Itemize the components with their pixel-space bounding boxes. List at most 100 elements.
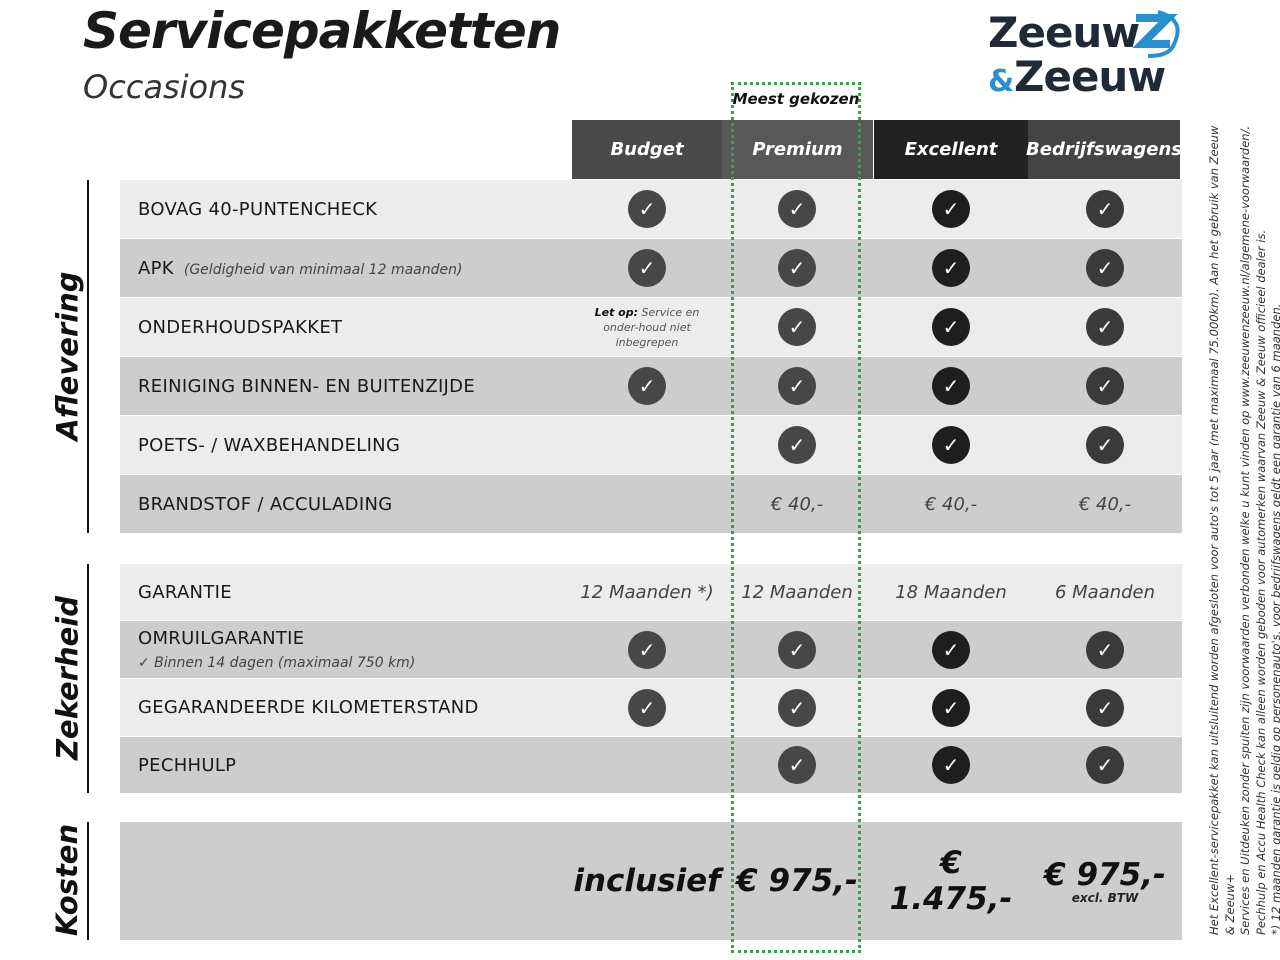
costs-row: inclusief € 975,- € 1.475,- € 975,- excl. BT… bbox=[120, 822, 1182, 940]
column-header-budget: Budget bbox=[572, 120, 722, 179]
row-label-text: BOVAG 40-PUNTENCHECK bbox=[138, 198, 378, 220]
section-divider bbox=[87, 564, 89, 793]
note-bold: Let op: bbox=[594, 305, 638, 319]
price-note: excl. BTW bbox=[1071, 891, 1139, 905]
cell-excellent: 18 Maanden bbox=[874, 564, 1028, 620]
section-divider bbox=[87, 180, 89, 533]
check-circle-icon: ✓ bbox=[932, 190, 970, 228]
table-row: REINIGING BINNEN- EN BUITENZIJDE ✓ ✓ ✓ ✓ bbox=[120, 357, 1182, 415]
cell-budget: 12 Maanden *) bbox=[572, 564, 722, 620]
check-circle-icon: ✓ bbox=[932, 630, 970, 669]
cell-budget: ✓ bbox=[572, 621, 722, 678]
logo-ampersand: & bbox=[988, 64, 1014, 99]
cell-value: € 40,- bbox=[770, 493, 824, 515]
table-row: BRANDSTOF / ACCULADING € 40,- € 40,- € 40,- bbox=[120, 475, 1182, 533]
row-label-text: ONDERHOUDSPAKKET bbox=[138, 316, 343, 338]
cell-bedrijfswagens: € 40,- bbox=[1028, 475, 1182, 533]
table-row: APK (Geldigheid van minimaal 12 maanden) ✓… bbox=[120, 239, 1182, 297]
check-circle-icon: ✓ bbox=[932, 367, 970, 405]
check-circle-icon: ✓ bbox=[628, 190, 666, 228]
price-value: € 975,- bbox=[736, 863, 858, 899]
row-label: GEGARANDEERDE KILOMETERSTAND bbox=[138, 679, 479, 736]
cell-premium: 12 Maanden bbox=[722, 564, 872, 620]
check-circle-icon: ✓ bbox=[1086, 688, 1124, 727]
row-label: PECHHULP bbox=[138, 737, 236, 793]
cell-note: Let op: Service en onder-houd niet inbeg… bbox=[582, 305, 712, 350]
cell-premium: ✓ bbox=[722, 357, 872, 415]
check-circle-icon: ✓ bbox=[1086, 249, 1124, 287]
check-circle-icon: ✓ bbox=[778, 249, 816, 287]
check-circle-icon: ✓ bbox=[932, 746, 970, 784]
price-premium: € 975,- bbox=[722, 822, 872, 940]
row-label: OMRUILGARANTIE ✓ Binnen 14 dagen (maximaa… bbox=[138, 621, 415, 678]
column-header-excellent: Excellent bbox=[874, 120, 1028, 179]
note-text: Service en onder-houd niet inbegrepen bbox=[603, 305, 700, 349]
logo-line1: Zeeuw bbox=[988, 8, 1140, 57]
table-row: BOVAG 40-PUNTENCHECK ✓ ✓ ✓ ✓ bbox=[120, 180, 1182, 238]
cell-excellent: ✓ bbox=[874, 180, 1028, 238]
check-circle-icon: ✓ bbox=[628, 688, 666, 727]
row-label: BRANDSTOF / ACCULADING bbox=[138, 475, 392, 533]
check-circle-icon: ✓ bbox=[1086, 190, 1124, 228]
cell-premium: ✓ bbox=[722, 239, 872, 297]
row-label-text: POETS- / WAXBEHANDELING bbox=[138, 434, 401, 456]
table-row: PECHHULP ✓ ✓ ✓ bbox=[120, 737, 1182, 793]
cell-premium: ✓ bbox=[722, 180, 872, 238]
logo-z-swoosh-icon bbox=[1132, 10, 1180, 58]
cell-bedrijfswagens: ✓ bbox=[1028, 357, 1182, 415]
cell-value: 12 Maanden bbox=[741, 581, 853, 603]
price-excellent: € 1.475,- bbox=[874, 822, 1028, 940]
cell-excellent: ✓ bbox=[874, 239, 1028, 297]
check-circle-icon: ✓ bbox=[932, 688, 970, 727]
cell-bedrijfswagens: ✓ bbox=[1028, 621, 1182, 678]
check-circle-icon: ✓ bbox=[778, 630, 816, 669]
cell-bedrijfswagens: ✓ bbox=[1028, 298, 1182, 356]
table-row: GARANTIE 12 Maanden *) 12 Maanden 18 Maande… bbox=[120, 564, 1182, 620]
cell-excellent: ✓ bbox=[874, 357, 1028, 415]
row-label: REINIGING BINNEN- EN BUITENZIJDE bbox=[138, 357, 475, 415]
cell-budget: Let op: Service en onder-houd niet inbeg… bbox=[572, 298, 722, 356]
page-title: Servicepakketten bbox=[83, 2, 561, 60]
cell-budget: ✓ bbox=[572, 357, 722, 415]
check-circle-icon: ✓ bbox=[1086, 426, 1124, 464]
most-chosen-highlight bbox=[731, 82, 861, 953]
cell-premium: € 40,- bbox=[722, 475, 872, 533]
row-label: ONDERHOUDSPAKKET bbox=[138, 298, 342, 356]
check-circle-icon: ✓ bbox=[932, 308, 970, 346]
cell-premium: ✓ bbox=[722, 621, 872, 678]
cell-excellent: ✓ bbox=[874, 298, 1028, 356]
column-header-bedrijfswagens: Bedrijfswagens bbox=[1026, 120, 1182, 179]
zeeuw-zeeuw-logo: Zeeuw & Zeeuw bbox=[988, 8, 1188, 103]
price-value: inclusief bbox=[573, 863, 721, 899]
check-circle-icon: ✓ bbox=[778, 190, 816, 228]
check-circle-icon: ✓ bbox=[628, 630, 666, 669]
table-row: GEGARANDEERDE KILOMETERSTAND ✓ ✓ ✓ ✓ bbox=[120, 679, 1182, 736]
page-subtitle: Occasions bbox=[83, 68, 246, 106]
check-circle-icon: ✓ bbox=[628, 249, 666, 287]
check-circle-icon: ✓ bbox=[1086, 746, 1124, 784]
cell-premium: ✓ bbox=[722, 416, 872, 474]
row-sublabel: (Geldigheid van minimaal 12 maanden) bbox=[183, 261, 463, 278]
disclaimer-line: Het Excellent-servicepakket kan uitsluit… bbox=[1207, 125, 1237, 935]
cell-budget bbox=[572, 737, 722, 793]
price-value: € 975,- bbox=[1044, 857, 1166, 893]
cell-bedrijfswagens: ✓ bbox=[1028, 180, 1182, 238]
cell-premium: ✓ bbox=[722, 737, 872, 793]
cell-excellent: € 40,- bbox=[874, 475, 1028, 533]
cell-budget: ✓ bbox=[572, 679, 722, 736]
price-value: € 1.475,- bbox=[889, 845, 1013, 917]
table-row: ONDERHOUDSPAKKET Let op: Service en onder… bbox=[120, 298, 1182, 356]
disclaimer-text: Het Excellent-servicepakket kan uitsluit… bbox=[1207, 115, 1280, 935]
price-bedrijfswagens: € 975,- excl. BTW bbox=[1028, 822, 1182, 940]
check-circle-icon: ✓ bbox=[778, 746, 816, 784]
row-label-text: REINIGING BINNEN- EN BUITENZIJDE bbox=[138, 375, 476, 397]
cell-excellent: ✓ bbox=[874, 416, 1028, 474]
cell-excellent: ✓ bbox=[874, 679, 1028, 736]
check-circle-icon: ✓ bbox=[932, 426, 970, 464]
check-circle-icon: ✓ bbox=[778, 426, 816, 464]
row-label: BOVAG 40-PUNTENCHECK bbox=[138, 180, 377, 238]
cell-excellent: ✓ bbox=[874, 621, 1028, 678]
column-header-premium: Premium bbox=[722, 120, 873, 179]
row-detail: ✓ Binnen 14 dagen (maximaal 750 km) bbox=[138, 655, 416, 671]
row-label-text: APK bbox=[138, 257, 174, 279]
